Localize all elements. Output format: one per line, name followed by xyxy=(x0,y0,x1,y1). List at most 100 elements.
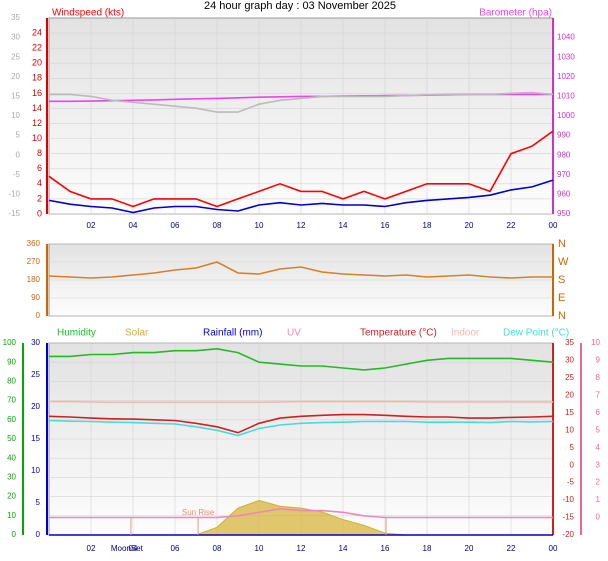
y2-tick-label: -5 xyxy=(567,478,575,487)
x-tick-label: 04 xyxy=(129,544,138,553)
line xyxy=(48,130,554,208)
y-tick-label: 80 xyxy=(7,377,16,386)
y-tick-label: 10 xyxy=(32,133,42,143)
event-label: Sun Rise xyxy=(182,508,215,517)
y4-tick-label: 5 xyxy=(596,425,601,434)
y3-tick-label: 25 xyxy=(31,370,40,379)
y3-tick-label: 20 xyxy=(11,72,20,81)
x-tick-label: 12 xyxy=(297,544,306,553)
y2-tick-label: 950 xyxy=(557,209,571,218)
x-tick-label: 10 xyxy=(255,544,264,553)
y-tick-label: 90 xyxy=(7,357,16,366)
y-tick-label: 90 xyxy=(31,293,40,302)
y4-tick-label: 2 xyxy=(596,478,601,487)
y-tick-label: 10 xyxy=(7,511,16,520)
x-tick-label: 16 xyxy=(381,544,390,553)
y2-tick-label: N xyxy=(558,238,566,250)
y2-tick-label: 1030 xyxy=(557,52,575,61)
x-tick-label: 22 xyxy=(507,544,516,553)
y2-tick-label: 35 xyxy=(565,338,574,347)
y2-tick-label: 1000 xyxy=(557,111,575,120)
x-tick-label: 14 xyxy=(339,221,348,230)
y2-tick-label: N xyxy=(558,310,566,322)
legend-label: Windspeed (kts) xyxy=(52,8,124,19)
legend-label: UV xyxy=(287,328,301,339)
y-tick-label: 0 xyxy=(37,208,42,218)
y2-tick-label: E xyxy=(558,292,565,304)
y2-tick-label: 970 xyxy=(557,170,571,179)
y2-tick-label: 1040 xyxy=(557,33,575,42)
y4-tick-label: 9 xyxy=(596,356,601,365)
y-tick-label: 0 xyxy=(12,530,17,539)
x-tick-label: 14 xyxy=(339,544,348,553)
y4-tick-label: 7 xyxy=(596,390,601,399)
event-label: MoonSet xyxy=(111,544,144,553)
y2-tick-label: 1010 xyxy=(557,92,575,101)
y3-tick-label: 0 xyxy=(36,530,41,539)
line xyxy=(49,400,553,404)
y-tick-label: 50 xyxy=(7,434,16,443)
y-tick-label: 16 xyxy=(32,88,42,98)
y-tick-label: 8 xyxy=(37,148,42,158)
y2-tick-label: 0 xyxy=(570,460,575,469)
y-tick-label: 18 xyxy=(32,73,42,83)
y-tick-label: 24 xyxy=(32,27,42,37)
y2-tick-label: 5 xyxy=(570,443,575,452)
y2-tick-label: -20 xyxy=(562,530,574,539)
line xyxy=(49,507,553,519)
x-tick-label: 12 xyxy=(297,221,306,230)
y3-tick-label: 15 xyxy=(11,92,20,101)
x-tick-label: 20 xyxy=(465,544,474,553)
x-tick-label: 08 xyxy=(213,221,222,230)
y-tick-label: 20 xyxy=(32,58,42,68)
y2-tick-label: 960 xyxy=(557,190,571,199)
legend-label: Dew Point (°C) xyxy=(503,328,569,339)
y2-tick-label: 10 xyxy=(565,425,574,434)
y2-tick-label: 980 xyxy=(557,150,571,159)
y3-tick-label: 20 xyxy=(31,402,40,411)
y3-tick-label: 25 xyxy=(11,52,20,61)
y-tick-label: 20 xyxy=(7,492,16,501)
line xyxy=(49,347,554,371)
line xyxy=(49,91,554,113)
y4-tick-label: 8 xyxy=(596,373,601,382)
y2-tick-label: 990 xyxy=(557,131,571,140)
y2-tick-label: S xyxy=(558,274,565,286)
y4-tick-label: 10 xyxy=(591,338,600,347)
y-tick-label: 0 xyxy=(36,311,41,320)
y3-tick-label: -15 xyxy=(8,209,20,218)
y-tick-label: 100 xyxy=(3,338,17,347)
legend-label: Humidity xyxy=(57,328,96,339)
x-tick-label: 10 xyxy=(255,221,264,230)
x-tick-label: 02 xyxy=(87,221,96,230)
legend-label: Temperature (°C) xyxy=(360,328,437,339)
y3-tick-label: -5 xyxy=(13,170,21,179)
y-tick-label: 14 xyxy=(32,103,42,113)
y-tick-label: 180 xyxy=(27,275,41,284)
legend-label: Barometer (hpa) xyxy=(479,8,552,19)
y3-tick-label: 30 xyxy=(11,33,20,42)
x-tick-label: 06 xyxy=(171,221,180,230)
y3-tick-label: -10 xyxy=(8,190,20,199)
y3-tick-label: 10 xyxy=(11,111,20,120)
y2-tick-label: 1020 xyxy=(557,72,575,81)
y-tick-label: 6 xyxy=(37,163,42,173)
y3-tick-label: 15 xyxy=(31,434,40,443)
y-tick-label: 22 xyxy=(32,43,42,53)
y-tick-label: 60 xyxy=(7,415,16,424)
x-tick-label: 20 xyxy=(465,221,474,230)
y-tick-label: 4 xyxy=(37,178,42,188)
x-tick-label: 00 xyxy=(549,544,558,553)
y4-tick-label: 1 xyxy=(596,495,601,504)
legend-label: Rainfall (mm) xyxy=(203,328,262,339)
y4-tick-label: 6 xyxy=(596,408,601,417)
x-tick-label: 00 xyxy=(549,221,558,230)
y-tick-label: 2 xyxy=(37,193,42,203)
y3-tick-label: 5 xyxy=(16,131,21,140)
y2-tick-label: 20 xyxy=(565,390,574,399)
y3-tick-label: 5 xyxy=(36,498,41,507)
chart-title: 24 hour graph day : 03 November 2025 xyxy=(204,0,396,12)
legend-label: Solar xyxy=(125,328,149,339)
y2-tick-label: 25 xyxy=(565,373,574,382)
